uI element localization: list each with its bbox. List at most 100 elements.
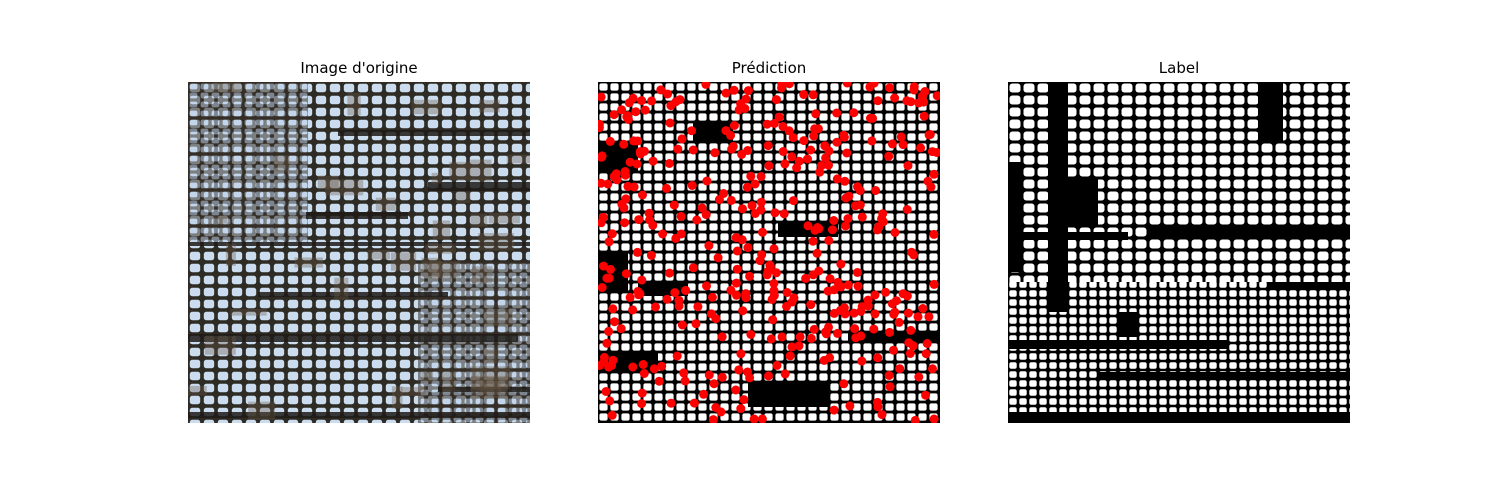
prediction-marker (821, 153, 831, 163)
prediction-marker (895, 364, 905, 374)
prediction-marker (833, 277, 843, 287)
prediction-marker (801, 273, 811, 283)
prediction-marker (665, 118, 675, 128)
prediction-marker (918, 91, 927, 101)
brown-patch (425, 243, 456, 254)
dark-streak (258, 292, 448, 297)
prediction-marker (704, 370, 714, 380)
prediction-marker (638, 360, 648, 369)
dark-region (748, 382, 828, 407)
prediction-marker (881, 287, 891, 297)
prediction-marker (717, 372, 727, 382)
dark-region (1068, 177, 1098, 227)
prediction-marker (743, 243, 753, 253)
prediction-marker (868, 113, 878, 123)
prediction-marker (637, 96, 647, 106)
prediction-marker (877, 410, 887, 420)
prediction-marker (624, 98, 634, 108)
prediction-marker (898, 140, 908, 150)
prediction-marker (757, 414, 767, 423)
prediction-marker (677, 320, 687, 330)
brown-patch (479, 381, 502, 394)
brown-patch (478, 233, 514, 251)
prediction-marker (810, 225, 820, 235)
prediction-marker (845, 401, 855, 411)
growth-ring-streaks (188, 82, 530, 420)
prediction-marker (669, 200, 679, 210)
prediction-marker (932, 91, 940, 101)
prediction-marker (889, 309, 899, 319)
prediction-marker (878, 217, 888, 227)
prediction-marker (788, 133, 798, 143)
prediction-marker (808, 90, 818, 100)
prediction-marker (746, 171, 756, 181)
prediction-marker (853, 182, 862, 192)
dark-region (1098, 372, 1350, 380)
prediction-marker (651, 302, 660, 312)
dark-region (1118, 312, 1138, 337)
prediction-marker (731, 385, 741, 395)
prediction-marker (771, 95, 781, 105)
prediction-marker (914, 372, 924, 382)
dark-streak (428, 182, 530, 191)
brown-patch (455, 191, 471, 204)
prediction-marker (704, 241, 714, 251)
prediction-marker (609, 110, 619, 120)
prediction-marker (691, 319, 701, 329)
prediction-marker (924, 312, 934, 322)
prediction-marker (779, 209, 789, 219)
prediction-marker (706, 309, 716, 319)
dark-streak (306, 212, 408, 219)
prediction-marker (675, 95, 685, 105)
prediction-marker (679, 368, 689, 378)
brown-patch (470, 213, 488, 227)
prediction-marker (620, 218, 630, 228)
prediction-marker (637, 275, 647, 285)
prediction-marker (635, 147, 645, 157)
prediction-marker (769, 279, 779, 288)
prediction-marker (855, 200, 865, 210)
prediction-marker (693, 302, 703, 312)
prediction-marker (674, 295, 684, 305)
prediction-marker (702, 176, 712, 186)
prediction-marker (673, 144, 683, 154)
prediction-marker (710, 148, 720, 158)
brown-patch (212, 82, 241, 93)
prediction-marker (803, 154, 812, 164)
brown-patch (429, 261, 461, 279)
prediction-marker (670, 288, 680, 298)
prediction-marker (741, 289, 751, 299)
brown-patch (317, 175, 339, 190)
prediction-marker (727, 144, 737, 154)
prediction-marker (681, 285, 691, 295)
prediction-marker (608, 304, 618, 314)
prediction-marker (623, 111, 633, 121)
prediction-marker (688, 145, 698, 155)
prediction-marker (697, 203, 707, 213)
prediction-marker (719, 189, 729, 198)
prediction-marker (832, 137, 842, 147)
prediction-marker (599, 261, 608, 271)
prediction-marker (885, 83, 895, 93)
prediction-marker (910, 415, 920, 423)
prediction-marker (787, 342, 797, 352)
prediction-marker (737, 235, 747, 245)
prediction-marker (736, 349, 746, 359)
dark-streak (188, 334, 518, 342)
prediction-marker (742, 182, 752, 192)
prediction-marker (646, 250, 656, 260)
prediction-marker (649, 364, 659, 374)
prediction-marker (887, 139, 897, 149)
prediction-marker (608, 355, 618, 365)
brown-patch (248, 401, 276, 420)
prediction-marker (603, 179, 613, 189)
prediction-marker (632, 159, 642, 169)
dark-region (1148, 227, 1350, 237)
prediction-marker (628, 305, 638, 315)
prediction-marker (769, 244, 779, 254)
prediction-marker (638, 190, 647, 200)
brown-patch (483, 348, 497, 364)
prediction-marker (809, 131, 819, 141)
prediction-marker (918, 304, 928, 313)
prediction-marker (756, 205, 766, 215)
